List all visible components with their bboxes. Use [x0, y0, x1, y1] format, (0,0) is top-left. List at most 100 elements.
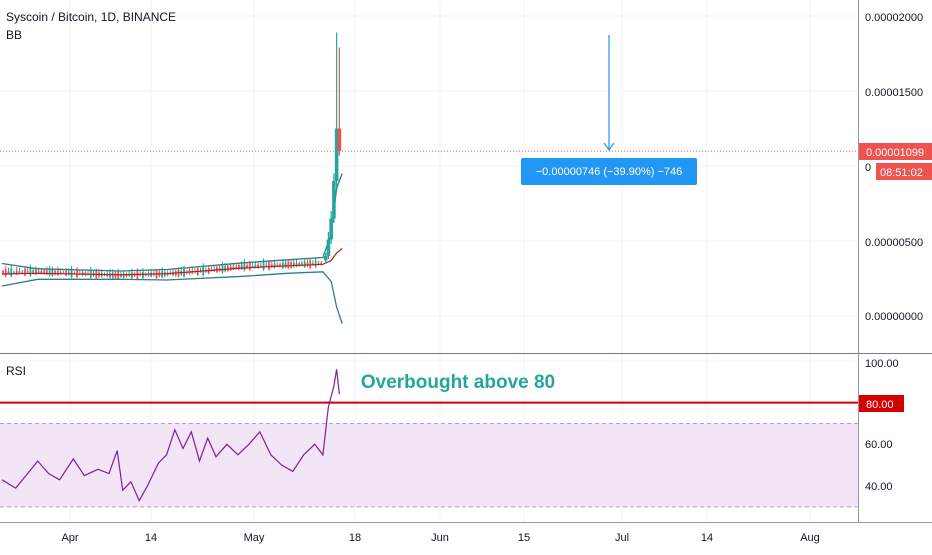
candle-body	[326, 239, 331, 256]
symbol-legend[interactable]: Syscoin / Bitcoin, 1D, BINANCE	[6, 10, 176, 24]
rsi-annotation: Overbought above 80	[361, 372, 555, 393]
countdown-label: 08:51:02	[880, 167, 923, 179]
measure-box	[521, 158, 697, 185]
candle-body	[306, 262, 309, 266]
candle-body	[251, 265, 254, 267]
candle-body	[229, 266, 232, 270]
candle-body	[26, 271, 29, 273]
candle-body	[15, 270, 18, 275]
rsi-line	[1, 369, 340, 502]
candle-body	[303, 261, 306, 267]
candle-body	[301, 263, 303, 266]
candle-body	[51, 269, 54, 276]
time-label: 18	[349, 532, 361, 544]
candle-body	[13, 272, 15, 274]
candle-body	[309, 260, 312, 269]
candle-body	[7, 271, 10, 274]
price-tick: 0.00001500	[865, 87, 923, 99]
candle-body	[70, 269, 73, 278]
candle-body	[273, 263, 276, 268]
candle-body	[323, 256, 328, 261]
rsi-band-fill	[0, 423, 858, 507]
candle-body	[237, 264, 240, 270]
candle-body	[292, 262, 295, 267]
candle-body	[18, 271, 21, 274]
time-label: 14	[145, 532, 157, 544]
candle-body	[314, 260, 317, 267]
candle-body	[295, 263, 298, 267]
measure-box-text: −0.00000746 (−39.90%) −746	[536, 166, 683, 178]
candles	[323, 32, 342, 264]
candle-body	[128, 274, 131, 276]
candle-body	[287, 261, 290, 269]
candle-body	[37, 271, 40, 273]
candle-body	[144, 274, 147, 276]
price-tick: 0.00000500	[865, 237, 923, 249]
measure-arrow-head	[603, 142, 615, 152]
candle-body	[240, 264, 243, 269]
candle-body	[312, 263, 314, 265]
candle-body	[117, 271, 120, 279]
rsi-legend[interactable]: RSI	[6, 364, 26, 378]
time-axis[interactable]: Apr 14 May 18 Jun 15 Jul 14 Aug	[61, 532, 819, 544]
candle-body	[32, 270, 35, 274]
candle-body	[54, 270, 57, 275]
price-tick: 0.00002000	[865, 12, 923, 24]
candle-body	[257, 264, 259, 268]
candle-body	[248, 262, 251, 270]
candle-body	[320, 262, 323, 265]
candle-body	[317, 263, 320, 265]
candle-body	[4, 268, 7, 277]
candle-body	[259, 265, 262, 267]
candle-body	[268, 261, 270, 270]
candle-body	[24, 268, 26, 276]
candle-body	[67, 271, 70, 275]
time-label: May	[244, 532, 265, 544]
candle-body	[59, 271, 62, 274]
rsi-tick: 40.00	[865, 481, 893, 493]
candle-body	[29, 267, 32, 276]
time-label: 15	[518, 532, 530, 544]
bb-lower-band	[1, 271, 343, 324]
price-tick: 0.00000000	[865, 311, 923, 323]
candle-body	[120, 274, 122, 277]
candle-body	[243, 262, 246, 271]
candle-body	[43, 270, 46, 274]
candle-body	[284, 263, 287, 268]
bb-basis-line	[1, 248, 343, 276]
candle-body	[21, 271, 24, 273]
candle-body	[262, 262, 265, 270]
current-price-label: 0.00001099	[866, 147, 924, 159]
candle-body	[40, 270, 43, 274]
time-label: Jun	[431, 532, 449, 544]
candle-body	[65, 270, 67, 276]
time-label: Apr	[61, 532, 78, 544]
rsi-level-badge	[859, 395, 904, 412]
candle-body	[276, 265, 279, 267]
countdown-badge	[876, 163, 932, 180]
bb-legend[interactable]: BB	[6, 28, 22, 42]
candle-body	[227, 265, 229, 271]
rsi-level-label: 80.00	[866, 399, 894, 411]
candle-body	[254, 265, 257, 268]
candle-body	[125, 274, 128, 277]
price-tick-partial: 0	[865, 162, 871, 174]
candle-body	[270, 264, 273, 267]
candle-body	[235, 266, 238, 268]
candle-body	[224, 266, 227, 272]
candle-body	[265, 265, 268, 267]
candle-body	[139, 274, 142, 276]
time-label: Jul	[615, 532, 629, 544]
candle-body	[334, 128, 339, 181]
candle-body	[281, 262, 284, 268]
bb-upper-band	[1, 173, 343, 272]
rsi-tick: 100.00	[865, 358, 899, 370]
time-label: 14	[701, 532, 713, 544]
time-label: Aug	[800, 532, 820, 544]
candle-body	[10, 268, 13, 277]
candle-body	[122, 273, 125, 278]
candle-body	[246, 265, 249, 268]
candle-body	[298, 263, 301, 266]
